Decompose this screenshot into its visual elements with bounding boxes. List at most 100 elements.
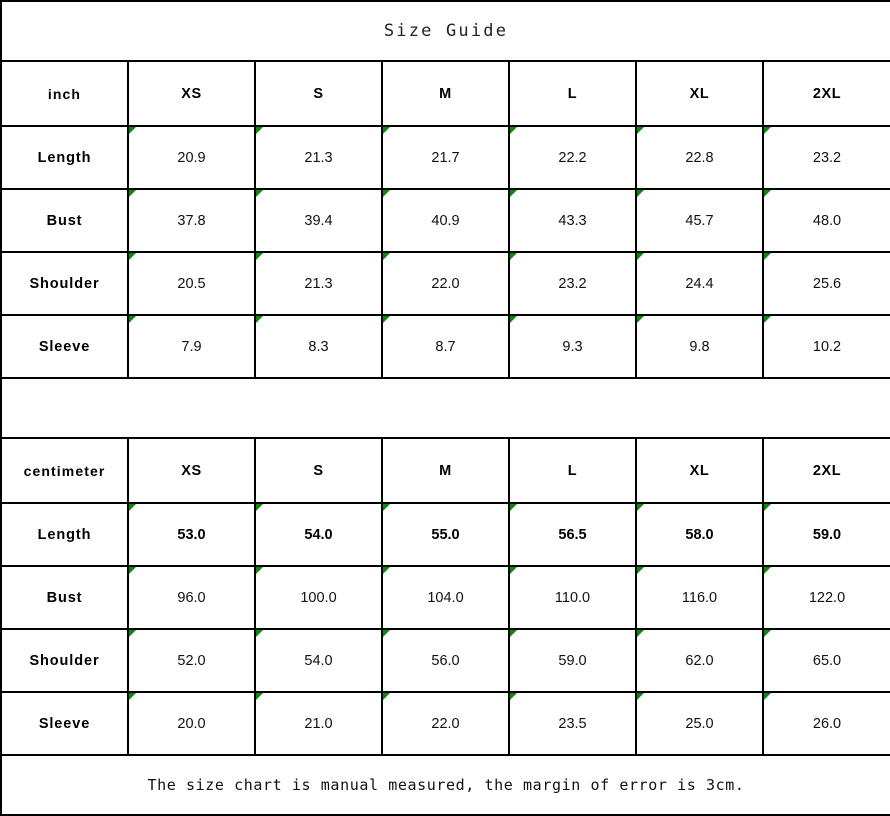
cell-marker-icon <box>510 504 517 511</box>
cell-centimeter-length-M: 55.0 <box>381 502 510 567</box>
cell-marker-icon <box>383 693 390 700</box>
cell-marker-icon <box>129 127 136 134</box>
cell-centimeter-sleeve-L: 23.5 <box>508 691 637 756</box>
cell-marker-icon <box>510 127 517 134</box>
header-row-inch: inch XS S M L XL 2XL <box>0 60 890 127</box>
size-header-2XL: 2XL <box>761 437 890 504</box>
cell-centimeter-bust-L: 110.0 <box>508 565 637 630</box>
row-label-shoulder: Shoulder <box>0 628 129 693</box>
title-row: Size Guide <box>0 0 890 62</box>
cell-inch-length-L: 22.2 <box>508 125 637 190</box>
cell-marker-icon <box>256 316 263 323</box>
cell-inch-shoulder-XS: 20.5 <box>127 251 256 316</box>
cell-marker-icon <box>383 630 390 637</box>
cell-marker-icon <box>764 504 771 511</box>
row-label-sleeve: Sleeve <box>0 314 129 379</box>
cell-inch-sleeve-L: 9.3 <box>508 314 637 379</box>
row-label-length: Length <box>0 125 129 190</box>
cell-centimeter-length-L: 56.5 <box>508 502 637 567</box>
cell-inch-length-S: 21.3 <box>254 125 383 190</box>
cell-inch-shoulder-XL: 24.4 <box>635 251 764 316</box>
cell-centimeter-shoulder-S: 54.0 <box>254 628 383 693</box>
cell-marker-icon <box>764 190 771 197</box>
cell-marker-icon <box>256 190 263 197</box>
cell-inch-length-XL: 22.8 <box>635 125 764 190</box>
cell-marker-icon <box>129 504 136 511</box>
cell-marker-icon <box>256 567 263 574</box>
measurement-row: Length 53.0 54.0 55.0 56.5 58.0 59.0 <box>0 502 890 567</box>
cell-marker-icon <box>510 630 517 637</box>
measurement-row: Shoulder 20.5 21.3 22.0 23.2 24.4 25.6 <box>0 251 890 316</box>
cell-marker-icon <box>637 630 644 637</box>
row-label-shoulder: Shoulder <box>0 251 129 316</box>
cell-marker-icon <box>637 253 644 260</box>
cell-marker-icon <box>764 127 771 134</box>
cell-marker-icon <box>383 567 390 574</box>
cell-centimeter-shoulder-M: 56.0 <box>381 628 510 693</box>
cell-marker-icon <box>383 190 390 197</box>
cell-centimeter-length-XS: 53.0 <box>127 502 256 567</box>
cell-inch-length-XS: 20.9 <box>127 125 256 190</box>
measurement-row: Bust 37.8 39.4 40.9 43.3 45.7 48.0 <box>0 188 890 253</box>
measurement-note: The size chart is manual measured, the m… <box>0 754 890 816</box>
cell-marker-icon <box>764 567 771 574</box>
cell-marker-icon <box>637 504 644 511</box>
cell-marker-icon <box>510 693 517 700</box>
cell-marker-icon <box>637 127 644 134</box>
cell-centimeter-sleeve-S: 21.0 <box>254 691 383 756</box>
cell-centimeter-bust-S: 100.0 <box>254 565 383 630</box>
cell-inch-shoulder-M: 22.0 <box>381 251 510 316</box>
cell-marker-icon <box>256 630 263 637</box>
cell-inch-length-M: 21.7 <box>381 125 510 190</box>
row-label-sleeve: Sleeve <box>0 691 129 756</box>
cell-inch-length-2XL: 23.2 <box>761 125 890 190</box>
unit-header-centimeter: centimeter <box>0 437 129 504</box>
cell-centimeter-length-S: 54.0 <box>254 502 383 567</box>
spacer-row <box>0 377 890 439</box>
cell-inch-bust-S: 39.4 <box>254 188 383 253</box>
size-header-XL: XL <box>635 437 764 504</box>
cell-inch-bust-2XL: 48.0 <box>761 188 890 253</box>
header-row-centimeter: centimeter XS S M L XL 2XL <box>0 437 890 504</box>
cell-centimeter-sleeve-XS: 20.0 <box>127 691 256 756</box>
cell-inch-sleeve-2XL: 10.2 <box>761 314 890 379</box>
size-header-XS: XS <box>127 437 256 504</box>
size-header-XS: XS <box>127 60 256 127</box>
cell-centimeter-bust-XL: 116.0 <box>635 565 764 630</box>
cell-inch-shoulder-L: 23.2 <box>508 251 637 316</box>
size-header-L: L <box>508 437 637 504</box>
cell-marker-icon <box>510 567 517 574</box>
cell-inch-bust-L: 43.3 <box>508 188 637 253</box>
cell-marker-icon <box>764 253 771 260</box>
note-row: The size chart is manual measured, the m… <box>0 754 890 816</box>
cell-centimeter-length-XL: 58.0 <box>635 502 764 567</box>
cell-centimeter-bust-M: 104.0 <box>381 565 510 630</box>
row-label-bust: Bust <box>0 565 129 630</box>
cell-centimeter-sleeve-2XL: 26.0 <box>761 691 890 756</box>
cell-marker-icon <box>637 316 644 323</box>
cell-inch-sleeve-XL: 9.8 <box>635 314 764 379</box>
cell-centimeter-sleeve-M: 22.0 <box>381 691 510 756</box>
row-label-bust: Bust <box>0 188 129 253</box>
size-header-2XL: 2XL <box>761 60 890 127</box>
cell-marker-icon <box>383 316 390 323</box>
cell-marker-icon <box>256 693 263 700</box>
cell-marker-icon <box>510 253 517 260</box>
size-header-L: L <box>508 60 637 127</box>
cell-inch-bust-M: 40.9 <box>381 188 510 253</box>
cell-marker-icon <box>764 693 771 700</box>
cell-marker-icon <box>637 567 644 574</box>
cell-marker-icon <box>256 253 263 260</box>
cell-marker-icon <box>383 127 390 134</box>
measurement-row: Length 20.9 21.3 21.7 22.2 22.8 23.2 <box>0 125 890 190</box>
measurement-row: Bust 96.0 100.0 104.0 110.0 116.0 122.0 <box>0 565 890 630</box>
page-title: Size Guide <box>0 0 890 62</box>
cell-marker-icon <box>637 190 644 197</box>
cell-inch-sleeve-XS: 7.9 <box>127 314 256 379</box>
cell-marker-icon <box>383 253 390 260</box>
cell-centimeter-shoulder-XL: 62.0 <box>635 628 764 693</box>
cell-marker-icon <box>256 504 263 511</box>
size-header-S: S <box>254 437 383 504</box>
unit-header-inch: inch <box>0 60 129 127</box>
